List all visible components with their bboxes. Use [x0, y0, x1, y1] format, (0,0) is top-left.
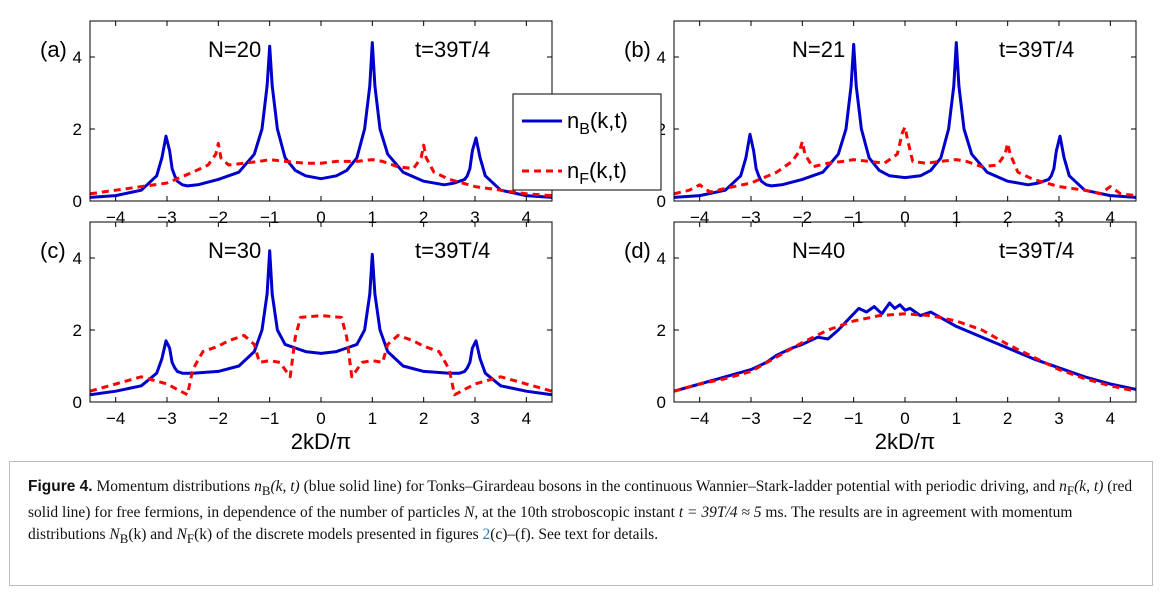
n-annotation: N=20	[208, 37, 261, 62]
t-annotation: t=39T/4	[999, 37, 1074, 62]
y-tick-label: 2	[73, 321, 82, 340]
figure-caption: Figure 4. Momentum distributions nB(k, t…	[9, 461, 1153, 586]
panel-c: −4 −3 −2 −1 0 1 2 3 4 0 2 4 (c) N=30 t=39T/4 2kD/π	[40, 221, 553, 454]
x-tick-label: 1	[952, 409, 961, 428]
series-line-nf	[674, 312, 1136, 393]
x-tick-label: 2	[419, 409, 428, 428]
figure-ref-link[interactable]: 2	[482, 526, 491, 544]
legend-label-b: nB(k,t)	[567, 108, 628, 138]
x-tick-label: −4	[106, 409, 125, 428]
x-tick-label: 2	[1003, 409, 1012, 428]
series-line-nf	[90, 314, 552, 397]
y-tick-label: 0	[657, 192, 666, 211]
x-tick-label: 1	[368, 409, 377, 428]
x-tick-label: 4	[522, 208, 531, 227]
series-line-nb	[90, 249, 552, 397]
panel-label: (d)	[624, 238, 651, 263]
x-axis-label: 2kD/π	[291, 429, 351, 454]
y-tick-label: 0	[73, 393, 82, 412]
x-tick-label: 4	[1106, 409, 1115, 428]
series-line-nb	[90, 41, 552, 199]
legend: nB(k,t) nF(k,t)	[512, 93, 662, 191]
n-annotation: N=21	[792, 37, 845, 62]
x-tick-label: −3	[741, 409, 760, 428]
y-tick-label: 4	[657, 48, 666, 67]
series-line-nb	[674, 301, 1136, 393]
legend-box	[512, 93, 662, 191]
x-tick-label: −1	[260, 409, 279, 428]
x-tick-label: −2	[209, 409, 228, 428]
y-tick-label: 2	[657, 321, 666, 340]
t-annotation: t=39T/4	[415, 238, 490, 263]
y-tick-label: 4	[73, 48, 82, 67]
t-annotation: t=39T/4	[999, 238, 1074, 263]
y-tick-label: 2	[73, 120, 82, 139]
x-tick-label: −3	[157, 409, 176, 428]
x-tick-label: 2	[1003, 208, 1012, 227]
x-tick-label: 2	[419, 208, 428, 227]
x-tick-label: −1	[844, 409, 863, 428]
y-tick-label: 4	[73, 249, 82, 268]
t-annotation: t=39T/4	[415, 37, 490, 62]
figure-panels: −4 −3 −2 −1 0 1 2 3 4 0 2 4 (a) N=20 t=39T/4 −4 −3 −2 −1 0…	[40, 20, 1137, 454]
n-annotation: N=40	[792, 238, 845, 263]
series-line-nb	[674, 41, 1136, 199]
y-tick-label: 0	[657, 393, 666, 412]
legend-label-f: nF(k,t)	[567, 158, 627, 188]
x-tick-label: 1	[368, 208, 377, 227]
y-tick-label: 4	[657, 249, 666, 268]
panel-d: −4 −3 −2 −1 0 1 2 3 4 0 2 4 (d) N=40 t=39T/4 2kD/π	[624, 221, 1137, 454]
x-tick-label: 3	[1054, 409, 1063, 428]
y-tick-label: 0	[73, 192, 82, 211]
x-tick-label: 0	[900, 409, 909, 428]
x-tick-label: 1	[952, 208, 961, 227]
series-line-nf	[90, 141, 552, 198]
x-tick-label: 0	[316, 409, 325, 428]
x-tick-label: 4	[522, 409, 531, 428]
x-axis-label: 2kD/π	[875, 429, 935, 454]
x-tick-label: 3	[1054, 208, 1063, 227]
n-annotation: N=30	[208, 238, 261, 263]
x-tick-label: 0	[316, 208, 325, 227]
x-tick-label: 4	[1106, 208, 1115, 227]
panel-label: (b)	[624, 37, 651, 62]
x-tick-label: −2	[793, 409, 812, 428]
x-tick-label: −4	[690, 409, 709, 428]
x-tick-label: 3	[470, 208, 479, 227]
caption-label: Figure 4.	[28, 478, 93, 495]
x-tick-label: 0	[900, 208, 909, 227]
panel-label: (a)	[40, 37, 67, 62]
series-line-nf	[674, 125, 1136, 198]
x-tick-label: 3	[470, 409, 479, 428]
panel-label: (c)	[40, 238, 66, 263]
